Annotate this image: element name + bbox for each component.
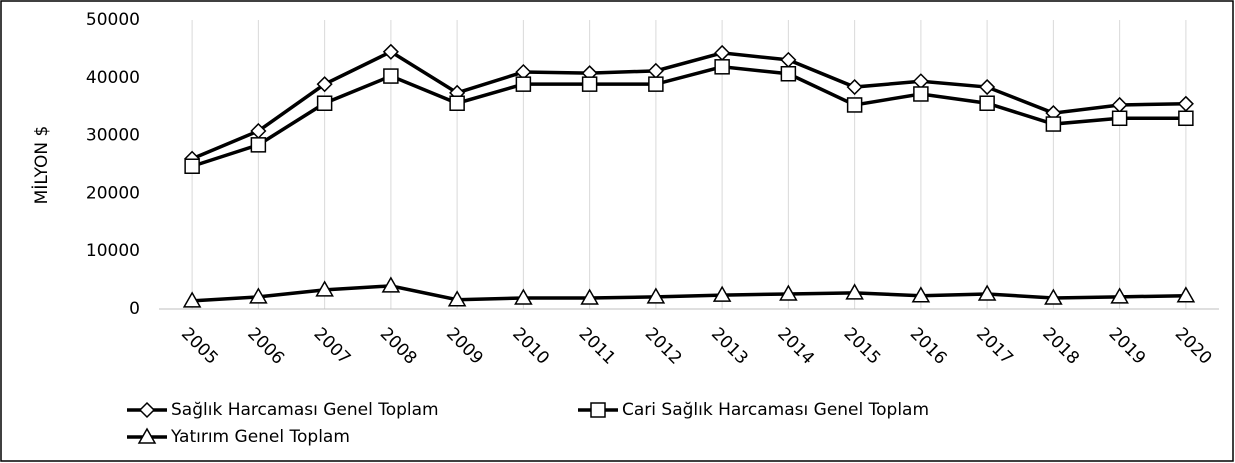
marker xyxy=(1176,286,1196,303)
marker xyxy=(780,66,797,82)
legend-marker xyxy=(138,401,156,419)
marker xyxy=(514,288,533,305)
marker xyxy=(979,95,995,111)
marker xyxy=(249,287,268,304)
marker xyxy=(714,59,730,75)
marker xyxy=(515,76,532,92)
legend-label: Yatırım Genel Toplam xyxy=(170,427,350,447)
marker xyxy=(911,286,931,303)
marker xyxy=(979,78,996,96)
marker xyxy=(316,76,333,93)
series-line xyxy=(192,284,1186,303)
marker xyxy=(316,95,333,111)
marker xyxy=(381,276,401,293)
marker xyxy=(846,97,863,113)
legend-label: Sağlık Harcaması Genel Toplam xyxy=(171,400,439,420)
marker xyxy=(581,76,598,92)
marker xyxy=(580,288,599,305)
series-line xyxy=(191,49,1186,161)
marker xyxy=(648,76,664,92)
marker xyxy=(779,284,798,301)
y-tick-label: 0 xyxy=(129,299,140,319)
y-tick-label: 10000 xyxy=(86,241,140,261)
marker xyxy=(382,43,399,60)
marker xyxy=(1045,116,1062,132)
legend-label: Cari Sağlık Harcaması Genel Toplam xyxy=(622,400,929,420)
y-tick-label: 20000 xyxy=(86,183,140,203)
marker xyxy=(184,158,200,174)
legend-marker xyxy=(137,427,157,444)
marker xyxy=(913,86,929,102)
series-line xyxy=(191,65,1186,168)
y-tick-label: 40000 xyxy=(86,68,140,88)
marker xyxy=(315,280,334,297)
marker xyxy=(449,95,465,111)
marker xyxy=(845,283,864,300)
marker xyxy=(712,285,732,302)
marker xyxy=(1178,110,1194,127)
marker xyxy=(977,284,997,301)
marker xyxy=(846,78,863,96)
marker xyxy=(447,290,467,307)
marker xyxy=(646,287,666,304)
marker xyxy=(1110,287,1129,304)
y-axis-label: MİLYON $ xyxy=(31,126,52,205)
marker xyxy=(1111,110,1128,127)
legend-marker xyxy=(590,402,606,418)
marker xyxy=(182,291,202,308)
marker xyxy=(1044,288,1063,305)
y-tick-label: 30000 xyxy=(86,126,140,146)
marker xyxy=(250,137,267,153)
y-tick-label: 50000 xyxy=(86,10,140,30)
marker xyxy=(383,68,399,84)
